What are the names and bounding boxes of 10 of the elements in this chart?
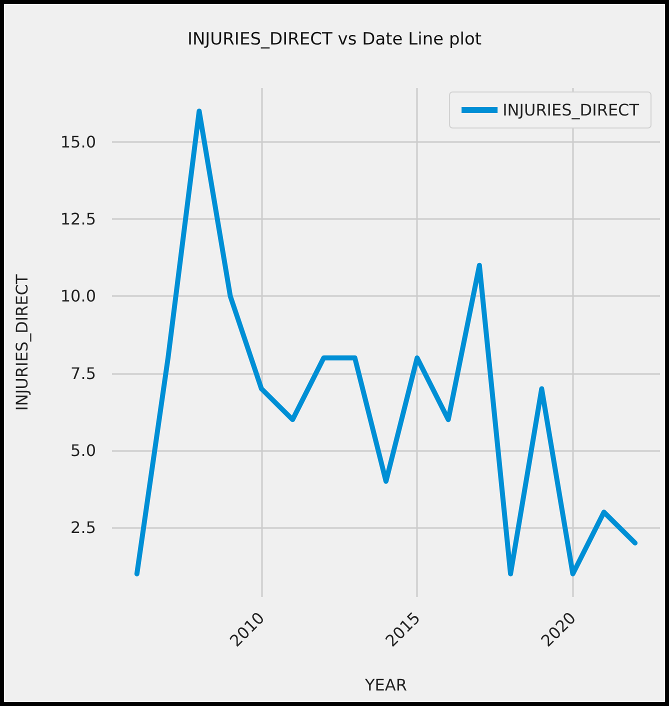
legend-label: INJURIES_DIRECT bbox=[502, 100, 640, 120]
y-axis-title: INJURIES_DIRECT bbox=[12, 274, 32, 411]
chart-title: INJURIES_DIRECT vs Date Line plot bbox=[187, 30, 482, 50]
y-tick-label: 12.5 bbox=[60, 210, 96, 229]
y-tick-label: 15.0 bbox=[60, 132, 96, 152]
y-tick-label: 7.5 bbox=[70, 364, 96, 383]
y-tick-label: 2.5 bbox=[70, 518, 96, 538]
x-axis-title: YEAR bbox=[364, 676, 407, 694]
y-tick-label: 5.0 bbox=[70, 440, 96, 460]
y-tick-label: 10.0 bbox=[60, 286, 96, 306]
